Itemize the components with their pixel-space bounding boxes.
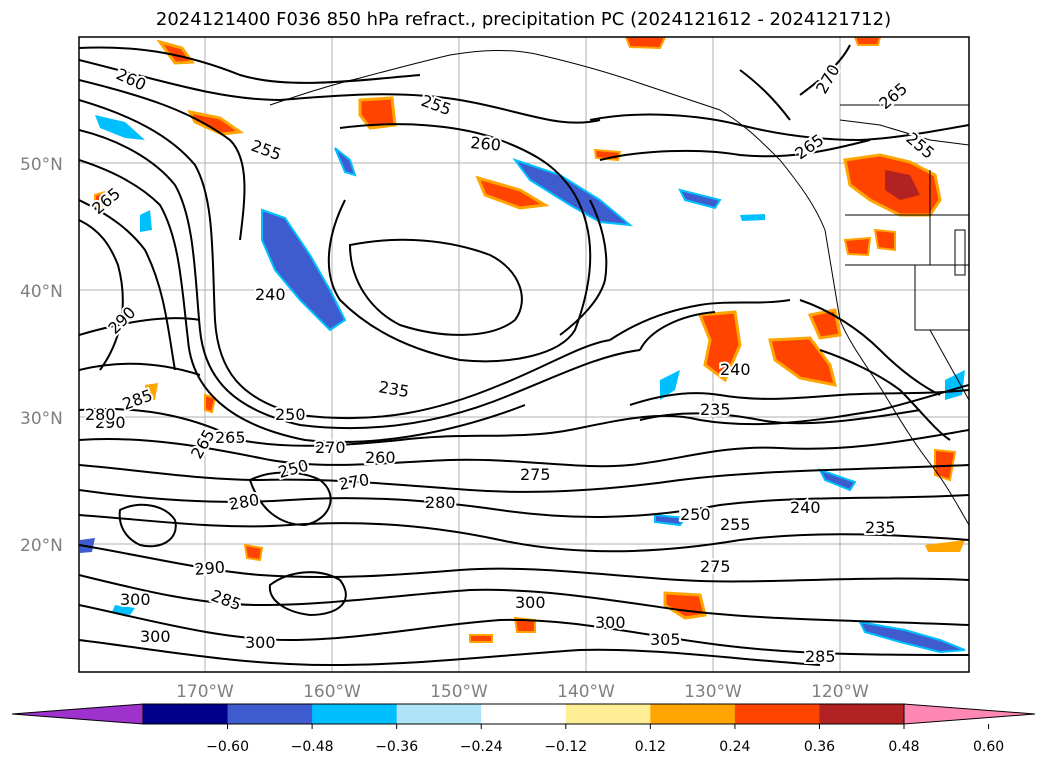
colorbar-tick-label: 0.12	[635, 739, 666, 755]
contour-label: 280	[425, 493, 456, 512]
latitude-axis: 50°N 40°N 30°N 20°N	[20, 155, 63, 556]
colorbar-segment	[396, 704, 482, 724]
lat-label-40n: 40°N	[20, 282, 63, 302]
colorbar-segment	[565, 704, 651, 724]
colorbar-tick-label: −0.36	[375, 739, 418, 755]
longitude-axis: 170°W 160°W 150°W 140°W 130°W 120°W	[176, 682, 869, 702]
colorbar-tick-label: −0.60	[206, 739, 249, 755]
chart-title: 2024121400 F036 850 hPa refract., precip…	[155, 9, 892, 30]
colorbar-tick-label: 0.36	[804, 739, 835, 755]
lon-label-170w: 170°W	[176, 682, 234, 702]
lon-label-120w: 120°W	[811, 682, 869, 702]
colorbar-tick-label: 0.48	[888, 739, 919, 755]
colorbar-segment	[312, 704, 398, 724]
map-border	[78, 36, 970, 673]
contour-label: 300	[515, 593, 546, 612]
colorbar-segment	[650, 704, 736, 724]
contour-label: 305	[650, 630, 681, 649]
contour-label: 240	[720, 360, 751, 379]
colorbar-tick-label: −0.48	[291, 739, 334, 755]
coastline	[269, 50, 969, 526]
contour-label: 300	[140, 627, 171, 646]
colorbar-tick-label: 0.60	[973, 739, 1004, 755]
lon-label-130w: 130°W	[684, 682, 742, 702]
contour-label: 250	[275, 405, 306, 424]
contour-label: 265	[215, 428, 246, 447]
colorbar-segment	[143, 704, 229, 724]
contour-label: 235	[700, 400, 731, 419]
lon-label-160w: 160°W	[303, 682, 361, 702]
lat-label-20n: 20°N	[20, 536, 63, 556]
lon-label-150w: 150°W	[430, 682, 488, 702]
colorbar-tick-label: −0.24	[460, 739, 503, 755]
contour-label: 260	[365, 448, 396, 467]
contour-label: 260	[470, 133, 502, 155]
lat-label-50n: 50°N	[20, 155, 63, 175]
colorbar-segment	[734, 704, 820, 724]
contour-label: 255	[720, 515, 751, 534]
colorbar-extend-high	[903, 703, 1036, 725]
refractivity-contours	[79, 44, 969, 667]
colorbar-tick-label: −0.12	[544, 739, 587, 755]
contour-label: 300	[120, 590, 151, 609]
contour-label: 240	[790, 498, 821, 517]
colorbar-extend-low	[11, 703, 144, 725]
colorbar-tick-label: 0.24	[719, 739, 750, 755]
lat-label-30n: 30°N	[20, 409, 63, 429]
colorbar-frame	[142, 703, 905, 725]
contour-label: 275	[700, 557, 731, 576]
colorbar-segment	[819, 704, 905, 724]
contour-label: 240	[255, 285, 286, 304]
contour-label: 290	[95, 413, 126, 432]
contour-label: 300	[245, 633, 276, 652]
contour-label: 275	[520, 465, 551, 484]
contour-label: 300	[595, 613, 626, 632]
contour-label: 285	[805, 647, 836, 666]
colorbar-segment	[481, 704, 567, 724]
contour-label: 280	[85, 405, 116, 424]
contour-label: 270	[315, 438, 346, 457]
contour-label: 235	[865, 518, 896, 537]
contour-label: 290	[194, 557, 226, 579]
colorbar: −0.60 −0.48 −0.36 −0.24 −0.12 0.12 0.24 0.36 0.4…	[11, 703, 1036, 755]
contour-label: 250	[680, 505, 711, 524]
colorbar-segment	[227, 704, 313, 724]
lon-label-140w: 140°W	[557, 682, 615, 702]
